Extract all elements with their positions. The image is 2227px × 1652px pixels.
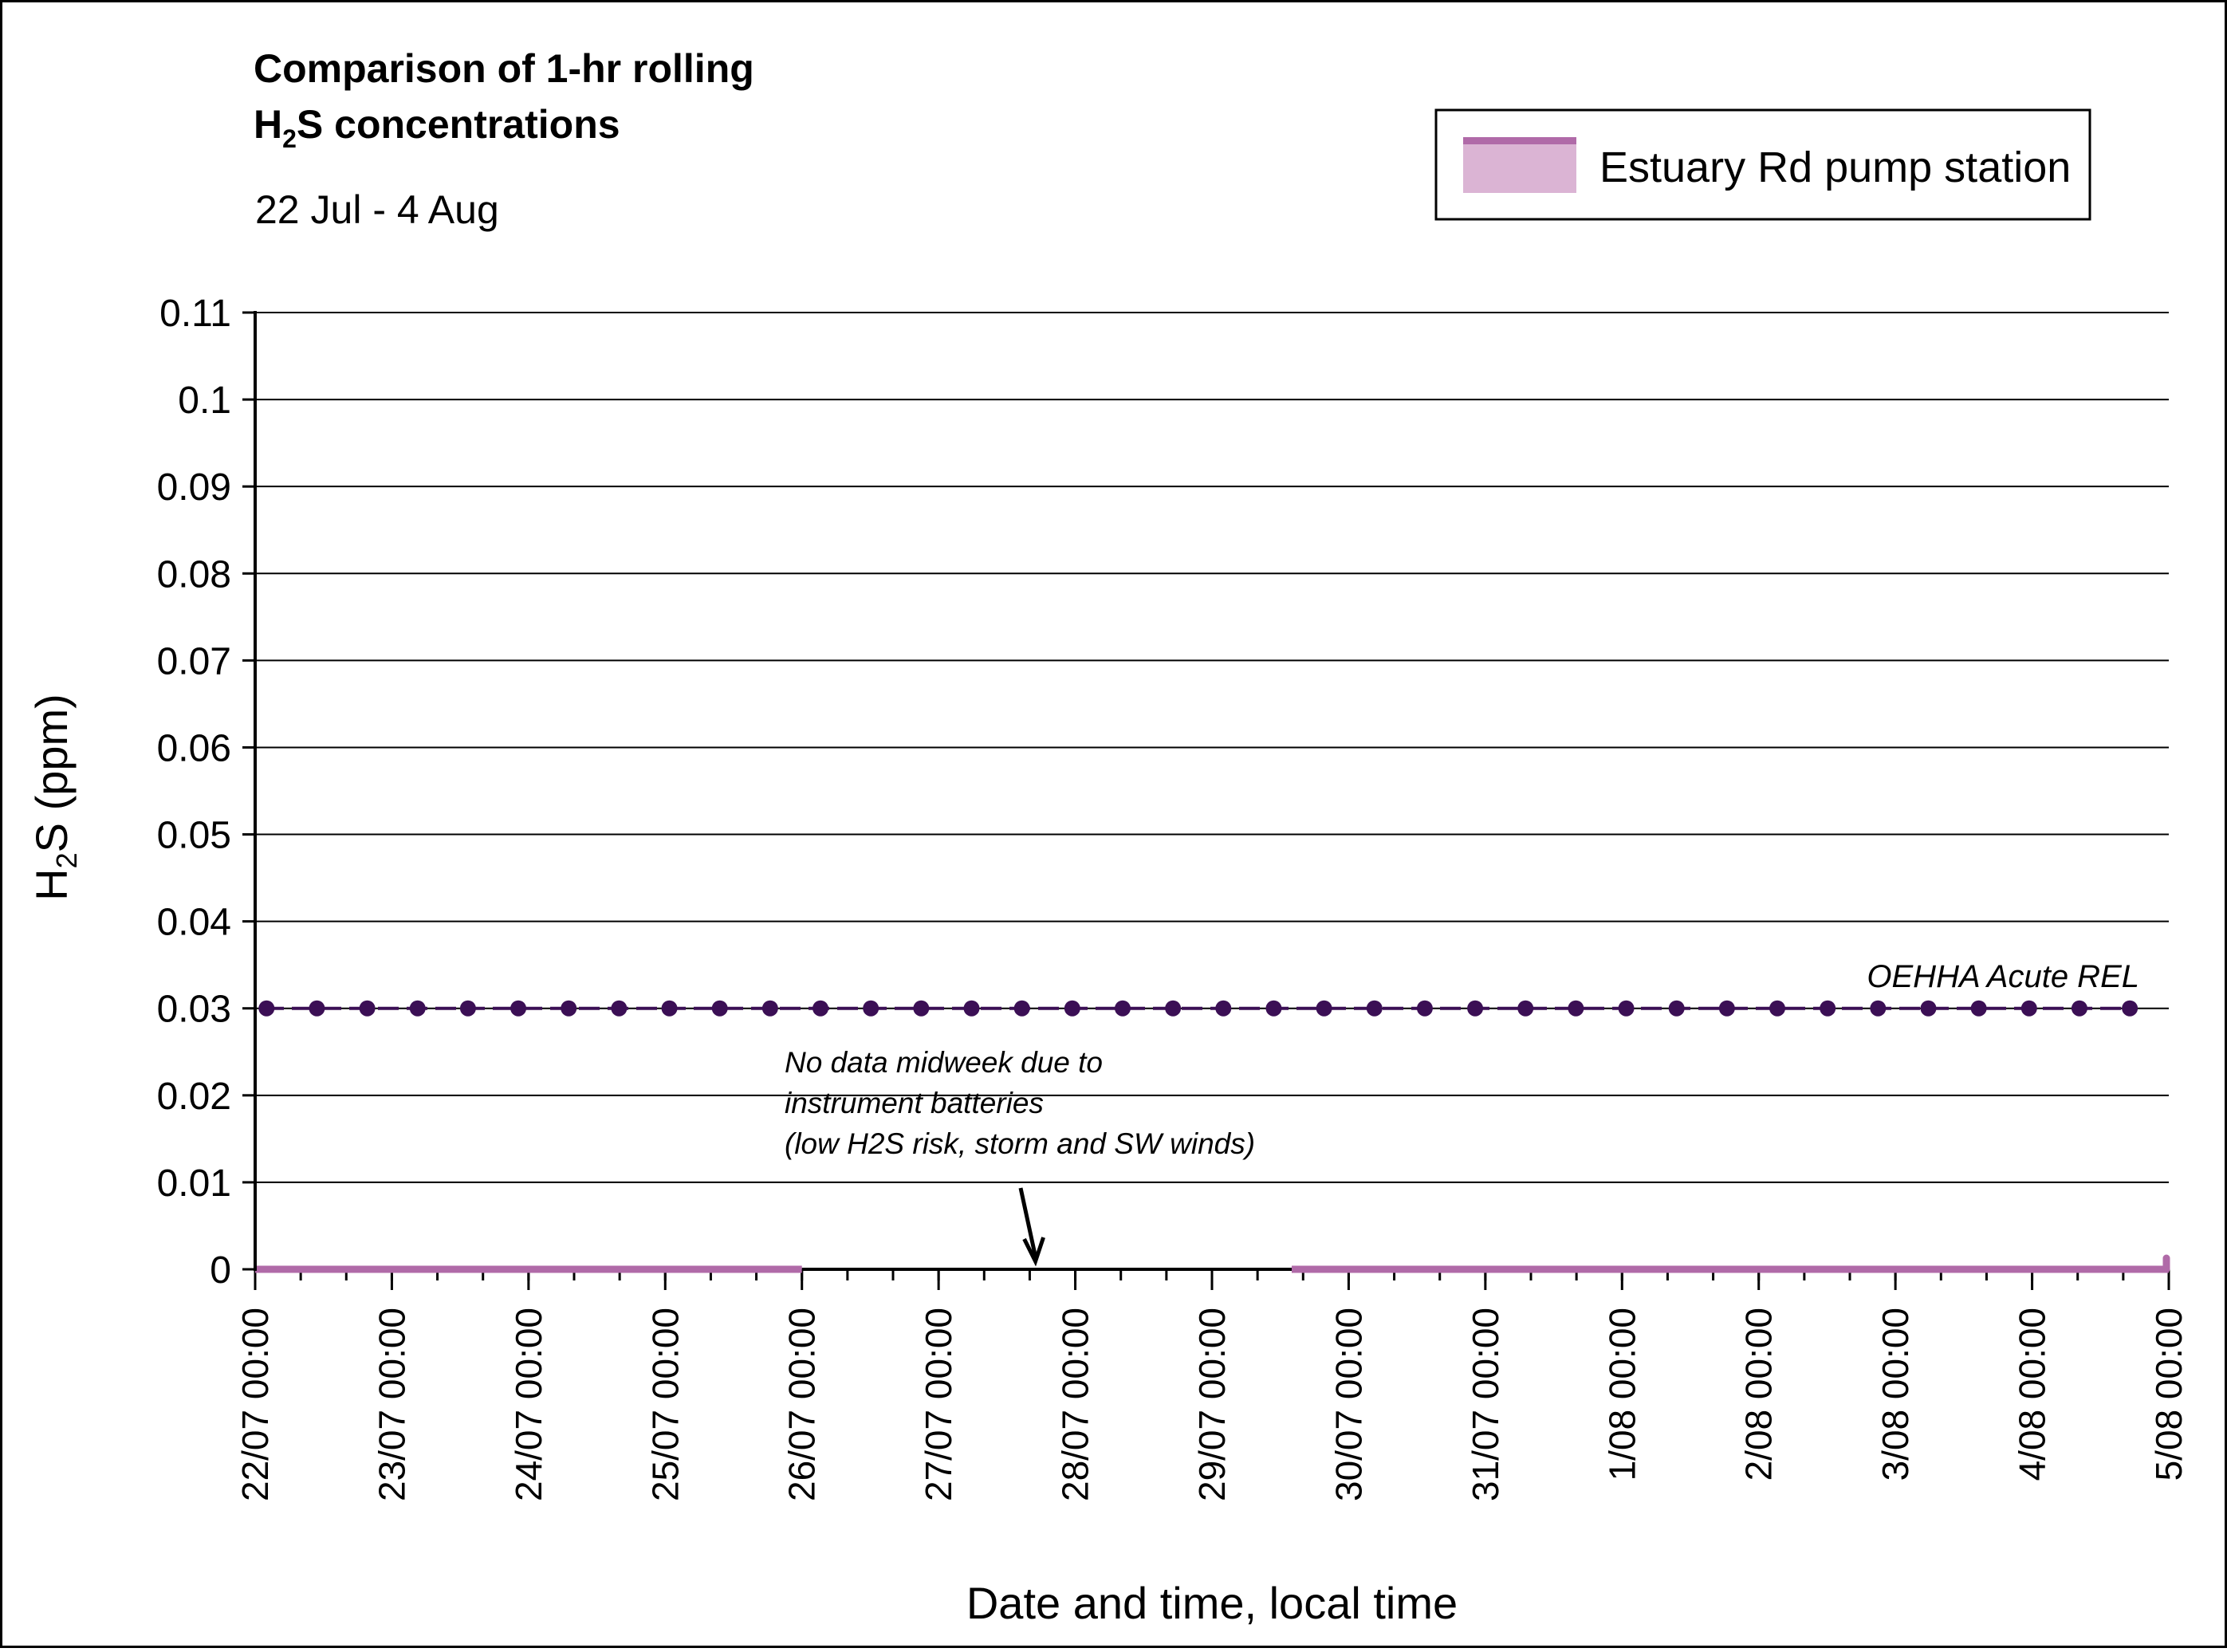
reference-marker: [813, 1000, 829, 1017]
ylabel-subscript: 2: [50, 852, 83, 868]
y-tick-labels: 0 0.01 0.02 0.03 0.04 0.05 0.06 0.07 0.08 0.09 0.1…: [157, 293, 231, 1292]
reference-marker: [409, 1000, 426, 1017]
reference-marker: [863, 1000, 879, 1017]
reference-marker: [1668, 1000, 1685, 1017]
legend-swatch-line: [1463, 137, 1576, 144]
reference-marker: [2071, 1000, 2087, 1017]
reference-line: [258, 1000, 2138, 1017]
legend-swatch-fill: [1463, 142, 1576, 193]
reference-marker: [1970, 1000, 1987, 1017]
ylabel-h: H: [26, 868, 77, 900]
reference-marker: [459, 1000, 476, 1017]
x-tick-label: 30/07 00:00: [1328, 1308, 1369, 1501]
reference-marker: [561, 1000, 577, 1017]
y-tick-label: 0.03: [157, 989, 231, 1031]
legend-label: Estuary Rd pump station: [1599, 144, 2071, 191]
legend: Estuary Rd pump station: [1434, 108, 2091, 221]
chart-title-line2: H2S concentrations: [254, 102, 620, 153]
x-tick-label: 1/08 00:00: [1601, 1308, 1643, 1481]
y-tick-label: 0.04: [157, 902, 231, 944]
x-tick-label: 22/07 00:00: [234, 1308, 276, 1501]
x-tick-label: 4/08 00:00: [2012, 1308, 2053, 1481]
title-h: H: [254, 102, 282, 147]
y-tick-label: 0.07: [157, 640, 231, 682]
reference-marker: [1568, 1000, 1584, 1017]
title-subscript: 2: [282, 124, 297, 153]
reference-marker: [1769, 1000, 1786, 1017]
reference-marker: [309, 1000, 325, 1017]
y-tick-label: 0.1: [178, 380, 231, 422]
x-tick-label: 2/08 00:00: [1738, 1308, 1780, 1481]
reference-marker: [1870, 1000, 1887, 1017]
annotation-arrow: [1018, 1187, 1045, 1267]
title-rest: S concentrations: [297, 102, 620, 147]
x-tick-label: 27/07 00:00: [918, 1308, 959, 1501]
x-tick-label: 26/07 00:00: [781, 1308, 823, 1501]
reference-marker: [1316, 1000, 1332, 1017]
reference-marker: [661, 1000, 678, 1017]
y-axis-title: H2S (ppm): [26, 694, 83, 901]
x-tick-label: 23/07 00:00: [371, 1308, 412, 1501]
series-layer: [255, 1254, 2170, 1273]
annotation-line-2: instrument batteries: [785, 1087, 1044, 1119]
reference-marker: [1165, 1000, 1182, 1017]
y-tick-label: 0.09: [157, 466, 231, 509]
ylabel-rest: S (ppm): [26, 694, 77, 852]
y-tick-label: 0.02: [157, 1076, 231, 1118]
reference-marker: [1013, 1000, 1030, 1017]
x-tick-label: 24/07 00:00: [508, 1308, 549, 1501]
x-tick-label: 31/07 00:00: [1465, 1308, 1506, 1501]
x-tick-label: 5/08 00:00: [2148, 1308, 2190, 1481]
reference-marker: [1114, 1000, 1131, 1017]
reference-marker: [1215, 1000, 1232, 1017]
reference-marker: [359, 1000, 376, 1017]
reference-marker: [2020, 1000, 2037, 1017]
reference-marker: [258, 1000, 275, 1017]
x-tick-labels: 22/07 00:00 23/07 00:00 24/07 00:00 25/07 0…: [234, 1269, 2190, 1501]
reference-marker: [1517, 1000, 1534, 1017]
x-tick-label: 29/07 00:00: [1191, 1308, 1233, 1501]
x-tick-label: 28/07 00:00: [1055, 1308, 1096, 1501]
reference-marker: [913, 1000, 930, 1017]
y-tick-label: 0.06: [157, 727, 231, 769]
reference-marker: [611, 1000, 628, 1017]
y-tick-label: 0.08: [157, 553, 231, 596]
reference-marker: [1416, 1000, 1433, 1017]
arrow-shaft: [1018, 1187, 1038, 1257]
reference-marker: [1265, 1000, 1282, 1017]
reference-marker: [1718, 1000, 1735, 1017]
reference-line-label: OEHHA Acute REL: [1867, 959, 2139, 994]
x-axis-title: Date and time, local time: [966, 1578, 1458, 1628]
reference-marker: [1366, 1000, 1383, 1017]
reference-marker: [1467, 1000, 1484, 1017]
reference-marker: [1618, 1000, 1635, 1017]
reference-marker: [510, 1000, 527, 1017]
y-tick-label: 0: [210, 1249, 231, 1292]
y-tick-label: 0.05: [157, 815, 231, 857]
series-estuary-rd-pump-station: [255, 1254, 2170, 1273]
annotation-line-3: (low H2S risk, storm and SW winds): [785, 1127, 1255, 1160]
reference-marker: [1064, 1000, 1080, 1017]
reference-marker: [2122, 1000, 2138, 1017]
x-tick-label: 25/07 00:00: [644, 1308, 686, 1501]
annotation-line-1: No data midweek due to: [785, 1046, 1103, 1079]
arrow-head: [1022, 1237, 1045, 1267]
chart-title-line1: Comparison of 1-hr rolling: [254, 46, 754, 91]
x-tick-label: 3/08 00:00: [1875, 1308, 1916, 1481]
reference-marker: [761, 1000, 778, 1017]
reference-marker: [1820, 1000, 1836, 1017]
reference-marker: [963, 1000, 980, 1017]
chart-subtitle: 22 Jul - 4 Aug: [255, 187, 499, 232]
reference-marker: [711, 1000, 728, 1017]
annotation: No data midweek due to instrument batter…: [785, 1046, 1255, 1267]
reference-marker: [1920, 1000, 1937, 1017]
y-tick-label: 0.11: [159, 293, 231, 335]
y-tick-label: 0.01: [157, 1162, 231, 1205]
